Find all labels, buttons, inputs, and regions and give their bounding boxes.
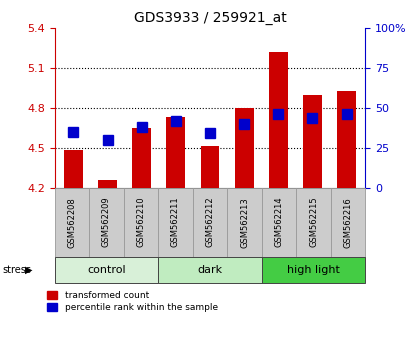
Text: GSM562215: GSM562215	[309, 197, 318, 247]
Bar	[269, 52, 288, 188]
Text: stress: stress	[2, 265, 31, 275]
Bar	[303, 95, 322, 188]
Text: GSM562210: GSM562210	[136, 197, 145, 247]
Text: GSM562216: GSM562216	[344, 197, 353, 247]
Text: dark: dark	[197, 265, 223, 275]
Text: GSM562208: GSM562208	[67, 197, 76, 247]
Bar	[98, 180, 117, 188]
Text: ▶: ▶	[25, 265, 33, 275]
Text: GSM562211: GSM562211	[171, 197, 180, 247]
Text: GSM562214: GSM562214	[275, 197, 284, 247]
Title: GDS3933 / 259921_at: GDS3933 / 259921_at	[134, 11, 286, 24]
Legend: transformed count, percentile rank within the sample: transformed count, percentile rank withi…	[47, 291, 218, 312]
Text: control: control	[87, 265, 126, 275]
Bar	[201, 147, 219, 188]
Bar	[132, 128, 151, 188]
Text: high light: high light	[287, 265, 340, 275]
Text: GSM562209: GSM562209	[102, 197, 111, 247]
Bar	[166, 117, 185, 188]
Text: GSM562213: GSM562213	[240, 197, 249, 247]
Bar	[337, 91, 356, 188]
Bar	[64, 150, 83, 188]
Bar	[235, 108, 254, 188]
Text: GSM562212: GSM562212	[205, 197, 215, 247]
